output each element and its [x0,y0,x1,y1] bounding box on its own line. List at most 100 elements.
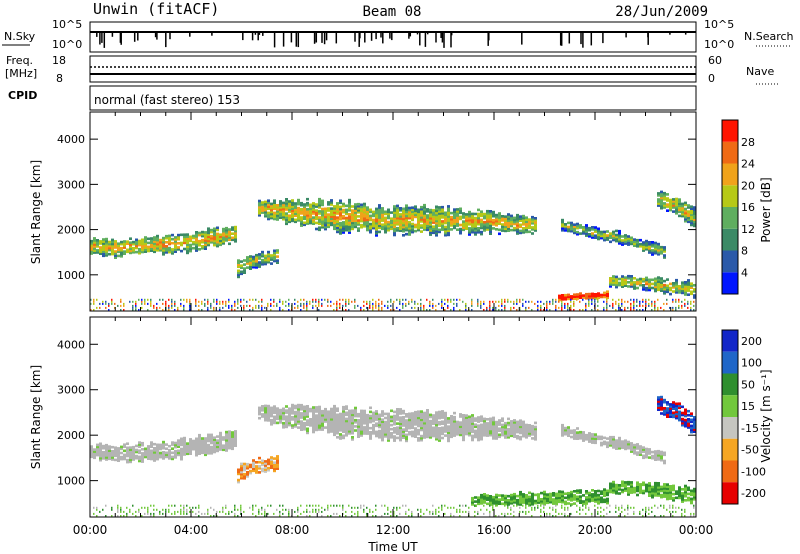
data-cell [291,403,294,407]
data-cell [594,490,597,493]
power-colorbar-segment [722,185,738,207]
data-cell [333,429,336,432]
data-cell [471,230,474,234]
data-cell [90,445,93,448]
scatter-cell [201,302,203,305]
data-cell [324,414,327,417]
data-cell [636,286,639,290]
data-cell [594,439,597,442]
scatter-cell [216,302,218,305]
scatter-cell [234,504,236,507]
data-cell [231,435,234,438]
data-cell [156,249,159,252]
data-cell [348,231,351,234]
data-cell [438,206,441,209]
data-cell [168,448,171,452]
data-cell [195,437,198,441]
data-cell [504,428,507,431]
data-cell [579,495,582,498]
data-cell [660,245,663,249]
data-cell [513,425,516,428]
data-cell [636,238,639,242]
data-cell [603,295,606,299]
data-cell [588,235,591,238]
data-cell [336,224,339,227]
data-cell [303,203,306,206]
data-cell [459,425,462,428]
data-cell [339,414,342,418]
data-cell [621,281,624,284]
data-cell [429,432,432,435]
data-cell [507,225,510,228]
data-cell [351,225,354,229]
data-cell [447,435,450,439]
scatter-cell [621,309,623,311]
data-cell [270,202,273,206]
data-cell [525,230,528,234]
data-cell [243,468,246,472]
data-cell [387,439,390,442]
data-cell [177,246,180,249]
data-cell [267,460,270,464]
data-cell [222,236,225,239]
scatter-cell [111,300,113,303]
scatter-cell [219,306,221,309]
data-cell [387,210,390,214]
data-cell [594,293,597,296]
data-cell [426,435,429,439]
data-cell [384,218,387,222]
data-cell [375,410,378,413]
data-cell [372,411,375,415]
scatter-cell [645,508,647,511]
data-cell [177,248,180,251]
data-cell [447,209,450,212]
data-cell [150,247,153,250]
scatter-cell [420,515,422,517]
data-cell [567,428,570,431]
data-cell [333,227,336,231]
data-cell [573,293,576,296]
data-cell [537,497,540,500]
data-cell [348,421,351,425]
data-cell [273,411,276,414]
data-cell [426,226,429,229]
data-cell [447,215,450,218]
data-cell [483,493,486,496]
data-cell [285,423,288,427]
data-cell [669,204,672,208]
data-cell [639,483,642,486]
scatter-cell [459,508,461,511]
data-cell [198,231,201,235]
data-cell [297,208,300,212]
data-cell [471,224,474,228]
scatter-cell [510,300,512,303]
data-cell [552,494,555,497]
data-cell [378,216,381,219]
data-cell [348,430,351,433]
data-cell [633,277,636,280]
scatter-cell [150,302,152,305]
scatter-cell [654,515,656,517]
data-cell [351,417,354,421]
data-cell [186,241,189,244]
data-cell [345,421,348,425]
scatter-cell [144,300,146,303]
scatter-cell [372,306,374,309]
data-cell [543,490,546,494]
data-cell [249,257,252,260]
data-cell [306,429,309,433]
data-cell [387,220,390,224]
data-cell [321,414,324,417]
data-cell [339,226,342,229]
data-cell [621,239,624,242]
data-cell [222,234,225,237]
scatter-cell [150,515,152,517]
data-cell [273,465,276,469]
data-cell [513,501,516,504]
data-cell [249,471,252,475]
scatter-cell [573,309,575,311]
data-cell [423,432,426,435]
data-cell [576,230,579,234]
data-cell [561,434,564,437]
data-cell [318,216,321,219]
